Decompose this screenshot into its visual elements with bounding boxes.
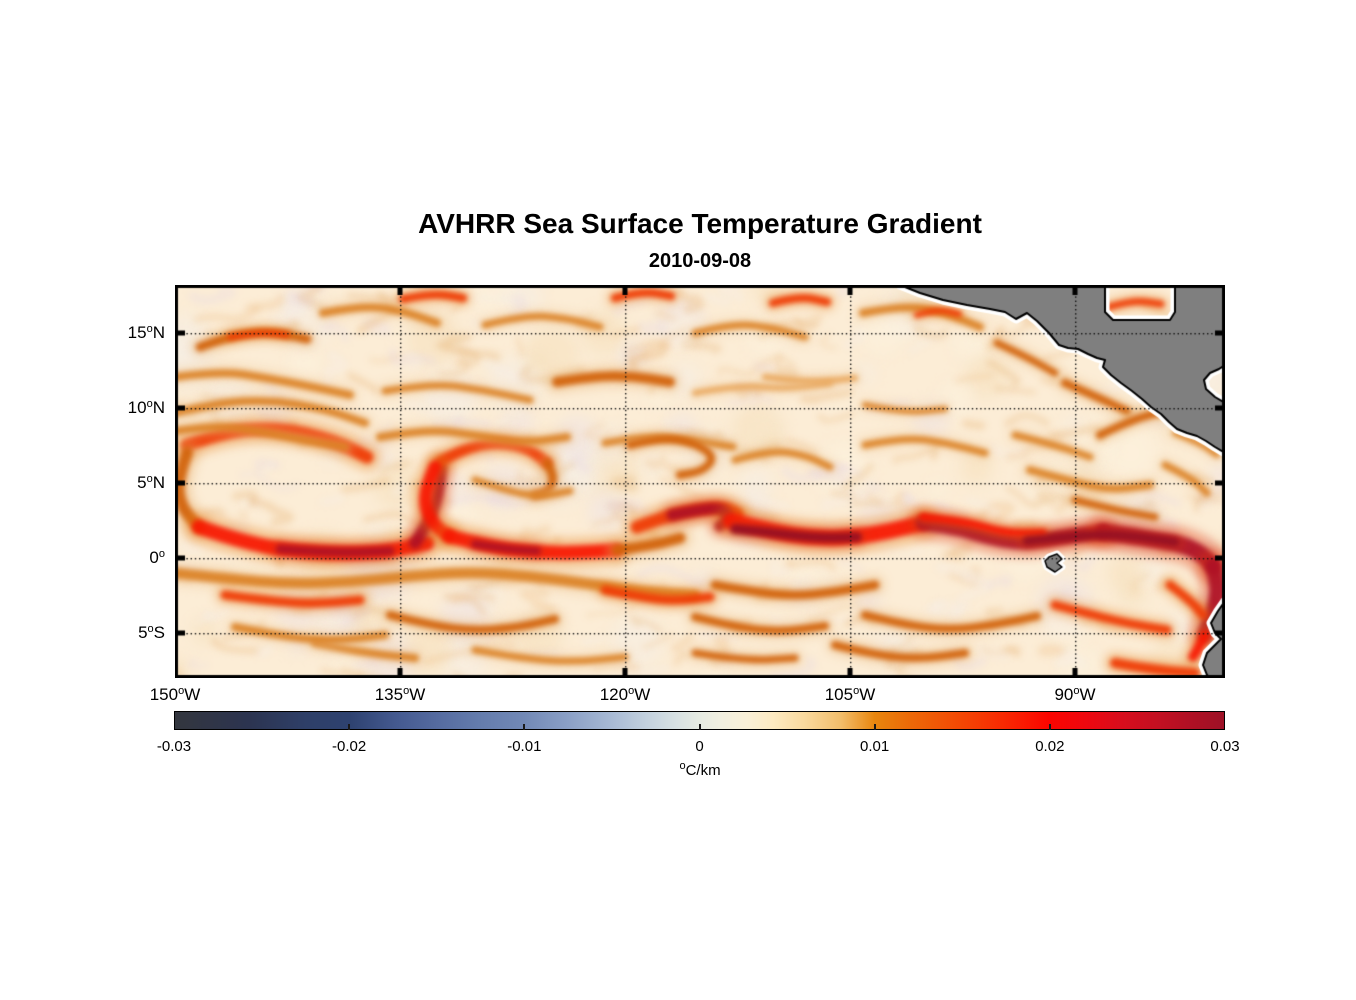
colorbar-tick — [873, 724, 876, 730]
colorbar-tick-label: 0.01 — [860, 738, 890, 755]
degree-superscript: o — [403, 685, 410, 697]
degree-superscript: o — [158, 548, 165, 560]
y-axis-tick-label: 0o — [149, 548, 165, 567]
colorbar-tick-label: 0.03 — [1210, 738, 1240, 755]
x-axis-tick-label: 90oW — [1054, 685, 1096, 704]
degree-superscript: o — [628, 685, 635, 697]
degree-superscript: o — [1073, 685, 1080, 697]
colorbar-tick-label: 0.02 — [1035, 738, 1065, 755]
colorbar-tick-label: -0.03 — [156, 738, 192, 755]
degree-superscript: o — [853, 685, 860, 697]
colorbar-unit-label: oC/km — [679, 760, 721, 780]
colorbar-tick — [348, 724, 351, 730]
x-axis-tick-label: 150oW — [149, 685, 201, 704]
degree-superscript: o — [147, 623, 154, 635]
colorbar-tick — [523, 724, 526, 730]
degree-superscript: o — [178, 685, 185, 697]
x-axis-tick-label: 135oW — [374, 685, 426, 704]
degree-superscript: o — [146, 473, 153, 485]
colorbar-tick — [698, 724, 701, 730]
degree-superscript: o — [679, 760, 686, 772]
colorbar-tick-label: -0.02 — [332, 738, 367, 755]
colorbar-tick — [1048, 724, 1051, 730]
y-axis-tick-label: 5oN — [137, 473, 165, 492]
y-axis-tick-label: 5oS — [138, 623, 165, 642]
y-axis-tick-label: 15oN — [127, 323, 165, 342]
x-axis-tick-label: 120oW — [599, 685, 651, 704]
y-axis-tick-label: 10oN — [127, 398, 165, 417]
chart-title: AVHRR Sea Surface Temperature Gradient — [418, 208, 982, 239]
colorbar-tick-label: -0.01 — [507, 738, 542, 755]
colorbar-tick-label: 0 — [695, 738, 704, 755]
chart-date-subtitle: 2010-09-08 — [648, 250, 752, 272]
degree-superscript: o — [146, 323, 153, 335]
degree-superscript: o — [146, 398, 153, 410]
sst-gradient-map-canvas — [175, 285, 1225, 678]
x-axis-tick-label: 105oW — [824, 685, 876, 704]
